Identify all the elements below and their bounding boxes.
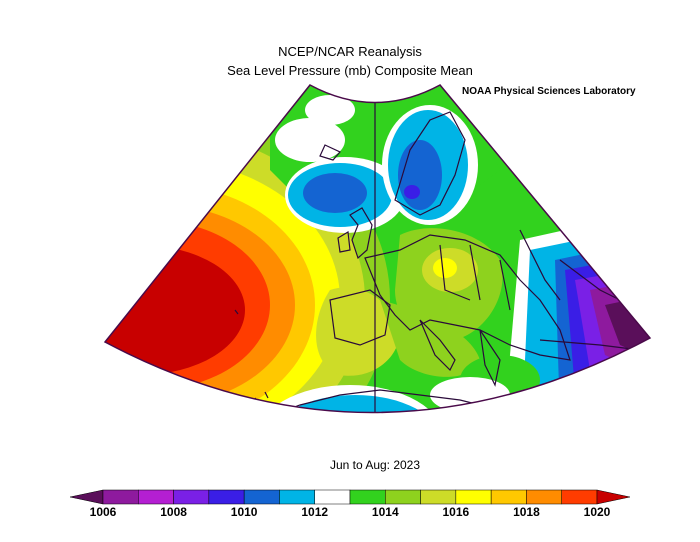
colorbar-tick-label: 1016 — [443, 505, 470, 519]
colorbar: 1006 1008 1010 1012 1014 1016 1018 1020 — [69, 489, 631, 519]
colorbar-swatch — [208, 489, 245, 505]
credit-label: NOAA Physical Sciences Laboratory — [462, 86, 636, 97]
colorbar-tick-label: 1020 — [584, 505, 611, 519]
colorbar-swatch — [243, 489, 280, 505]
map-frame — [103, 84, 652, 414]
colorbar-tick-label: 1012 — [301, 505, 328, 519]
colorbar-swatch — [349, 489, 386, 505]
colorbar-swatch — [173, 489, 210, 505]
map-subtitle: Sea Level Pressure (mb) Composite Mean — [227, 63, 473, 78]
period-label: Jun to Aug: 2023 — [329, 458, 421, 472]
colorbar-low-arrow — [69, 489, 104, 505]
colorbar-swatch — [102, 489, 139, 505]
colorbar-swatch — [420, 489, 457, 505]
colorbar-tick-label: 1010 — [231, 505, 258, 519]
colorbar-swatch — [279, 489, 315, 505]
colorbar-swatch — [561, 489, 598, 505]
colorbar-tick-label: 1014 — [372, 505, 399, 519]
colorbar-swatch — [526, 489, 562, 505]
colorbar-swatch — [385, 489, 421, 505]
colorbar-swatch — [455, 489, 492, 505]
colorbar-swatch — [138, 489, 174, 505]
colorbar-tick-label: 1018 — [513, 505, 540, 519]
colorbar-swatch — [314, 489, 351, 505]
map-title: NCEP/NCAR Reanalysis — [278, 44, 422, 59]
colorbar-swatch — [490, 489, 527, 505]
colorbar-high-arrow — [596, 489, 631, 505]
colorbar-tick-label: 1008 — [160, 505, 187, 519]
colorbar-tick-label: 1006 — [90, 505, 117, 519]
